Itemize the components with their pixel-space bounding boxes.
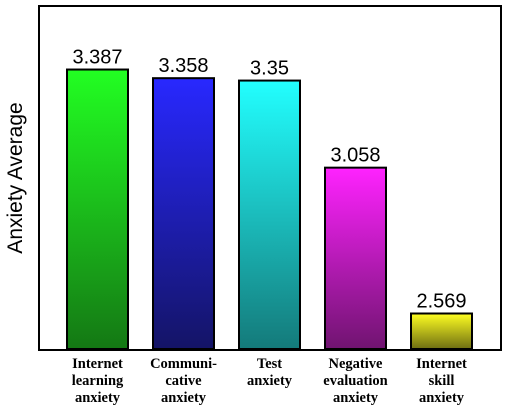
- y-axis-label: Anxiety Average: [4, 102, 27, 253]
- bar-1: [152, 77, 215, 350]
- bar-3: [324, 166, 387, 350]
- category-label-3: Negative evaluation anxiety: [323, 356, 387, 406]
- category-label-0: Internet learning anxiety: [72, 356, 124, 406]
- data-label-2: 3.35: [250, 58, 289, 80]
- data-label-1: 3.358: [158, 55, 208, 77]
- data-label-4: 2.569: [416, 291, 466, 313]
- data-label-0: 3.387: [72, 47, 122, 69]
- category-label-4: Internet skill anxiety: [416, 356, 467, 406]
- category-label-2: Test anxiety: [247, 356, 293, 389]
- category-label-1: Communi-cative anxiety: [150, 356, 217, 406]
- bar-4: [410, 312, 473, 350]
- bar-2: [238, 79, 301, 350]
- bar-0: [66, 68, 129, 350]
- data-label-3: 3.058: [330, 145, 380, 167]
